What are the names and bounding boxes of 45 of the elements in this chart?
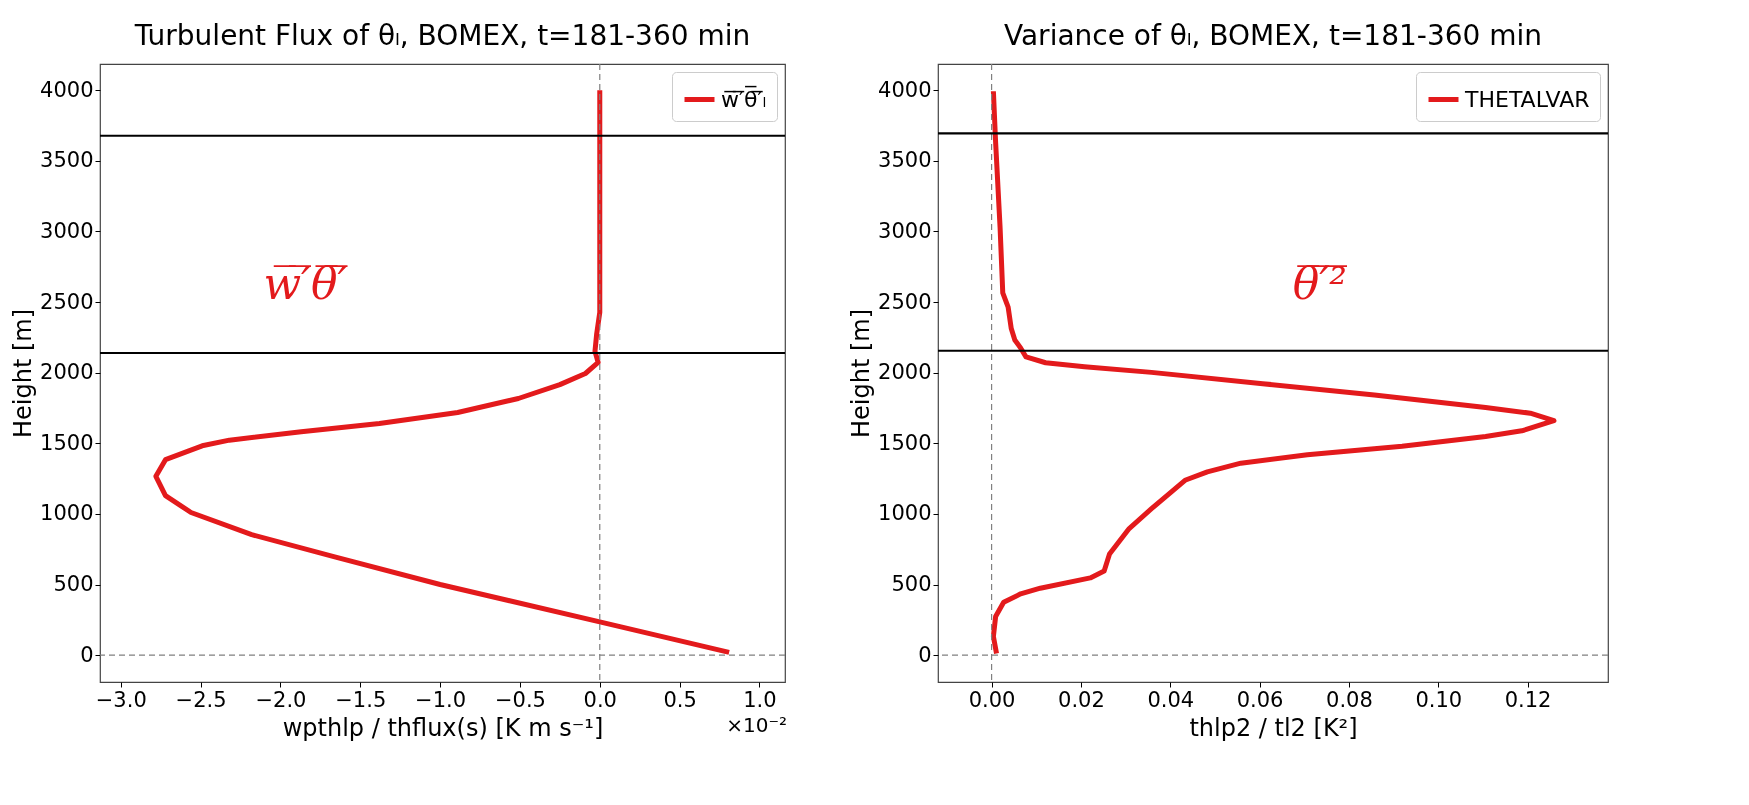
legend-label: THETALVAR [1464, 86, 1590, 112]
x-tick-label: 0.10 [1415, 687, 1463, 712]
y-tick-label: 0 [918, 642, 932, 667]
x-tick-label: 0.00 [968, 687, 1016, 712]
y-tick-label: 2500 [40, 289, 94, 314]
y-tick-label: 1000 [878, 501, 932, 526]
legend-label: w̅′̅θ̅′̅ₗ [721, 85, 767, 112]
text: ×10⁻² [726, 713, 787, 737]
y-tick-label: 2000 [878, 360, 932, 385]
x-tick-label: 0.5 [663, 687, 697, 712]
y-tick-label: 500 [53, 572, 94, 597]
y-tick-label: 2500 [878, 289, 932, 314]
y-tick-label: 1000 [40, 501, 94, 526]
y-tick-label: 4000 [40, 77, 94, 102]
x-tick-label: 1.0 [743, 687, 777, 712]
y-tick-label: 2000 [40, 360, 94, 385]
annotation: θ̅′̅²̅ [1292, 258, 1347, 310]
y-tick-label: 3500 [878, 148, 932, 173]
y-tick-label: 1500 [878, 430, 932, 455]
y-tick-label: 1500 [40, 430, 94, 455]
x-axis-title: thlp2 / tl2 [K²] [1189, 713, 1358, 742]
x-tick-label: 0.02 [1058, 687, 1105, 712]
x-tick-label: 0.04 [1147, 687, 1195, 712]
x-tick-label: −2.5 [175, 687, 227, 712]
y-tick-label: 4000 [878, 77, 932, 102]
y-axis-title: Height [m] [9, 308, 38, 439]
x-tick-label: −0.5 [494, 687, 546, 712]
chart-title: Turbulent Flux of θₗ, BOMEX, t=181-360 min [133, 19, 751, 53]
annotation: w̅′̅θ̅′̅ [263, 258, 348, 310]
x-tick-label: 0.0 [583, 687, 617, 712]
x-tick-label: 0.08 [1326, 687, 1373, 712]
x-axis-title: wpthlp / thflux(s) [K m s⁻¹] [282, 713, 604, 742]
x-tick-label: −2.0 [255, 687, 307, 712]
x-tick-label: −1.0 [415, 687, 467, 712]
y-tick-label: 3500 [40, 148, 94, 173]
y-axis-title: Height [m] [847, 308, 876, 439]
y-tick-label: 3000 [878, 218, 932, 243]
x-tick-label: 0.12 [1504, 687, 1552, 712]
chart-title: Variance of θₗ, BOMEX, t=181-360 min [1003, 19, 1543, 53]
x-tick-label: 0.06 [1236, 687, 1284, 712]
x-tick-label: −3.0 [95, 687, 147, 712]
y-tick-label: 0 [80, 642, 94, 667]
y-tick-label: 500 [891, 572, 932, 597]
y-tick-label: 3000 [40, 218, 94, 243]
x-tick-label: −1.5 [335, 687, 387, 712]
